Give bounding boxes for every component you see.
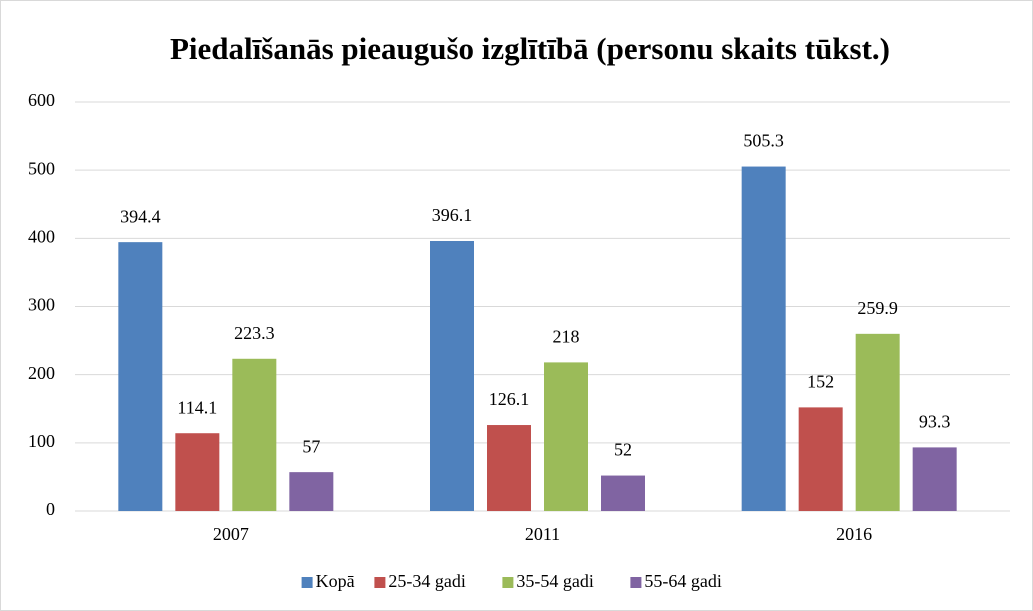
y-tick-label: 200: [28, 363, 55, 383]
data-label: 152: [807, 372, 834, 392]
x-tick-label: 2007: [213, 524, 249, 544]
y-tick-label: 500: [28, 158, 55, 178]
data-label: 259.9: [857, 298, 898, 318]
y-tick-label: 100: [28, 431, 55, 451]
data-label: 218: [553, 327, 580, 347]
data-label: 93.3: [919, 412, 951, 432]
legend-label: 25-34 gadi: [388, 571, 465, 591]
bar: [741, 166, 786, 511]
bar: [855, 333, 900, 511]
bar: [232, 358, 277, 511]
bar: [544, 362, 588, 511]
data-label: 114.1: [177, 397, 217, 417]
data-label: 505.3: [743, 131, 784, 151]
bar: [487, 425, 531, 511]
legend-label: Kopā: [316, 571, 355, 591]
y-tick-label: 600: [28, 90, 55, 110]
bar: [912, 447, 957, 511]
legend-label: 35-54 gadi: [516, 571, 593, 591]
chart-title: Piedalīšanās pieaugušo izglītībā (person…: [170, 31, 890, 66]
data-label: 57: [302, 436, 320, 456]
bar: [430, 240, 474, 512]
legend-swatch: [301, 577, 313, 588]
bar: [175, 433, 220, 511]
bar: [601, 475, 645, 511]
x-tick-label: 2011: [525, 524, 560, 544]
data-label: 223.3: [234, 323, 275, 343]
legend-label: 55-64 gadi: [644, 571, 721, 591]
bar: [118, 242, 163, 511]
bar: [798, 407, 843, 511]
bar: [289, 472, 334, 511]
y-tick-label: 0: [46, 499, 55, 519]
y-tick-label: 400: [28, 226, 55, 246]
y-tick-label: 300: [28, 295, 55, 315]
data-label: 394.4: [120, 206, 161, 226]
data-label: 126.1: [489, 389, 530, 409]
data-label: 396.1: [432, 205, 473, 225]
legend-swatch: [374, 577, 386, 588]
data-label: 52: [614, 440, 632, 460]
legend-swatch: [630, 577, 642, 588]
legend-swatch: [502, 577, 514, 588]
x-tick-label: 2016: [836, 524, 872, 544]
